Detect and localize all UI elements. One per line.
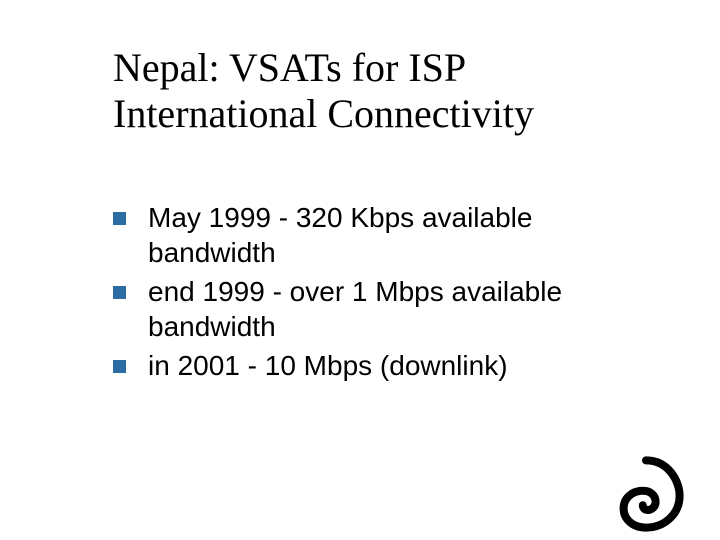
- bullet-text: May 1999 - 320 Kbps available bandwidth: [148, 200, 643, 270]
- logo-spiral-path: [624, 460, 680, 527]
- logo-icon: [606, 454, 686, 534]
- bullet-text: end 1999 - over 1 Mbps available bandwid…: [148, 274, 643, 344]
- list-item: end 1999 - over 1 Mbps available bandwid…: [113, 274, 643, 344]
- list-item: in 2001 - 10 Mbps (downlink): [113, 348, 643, 383]
- title-line-1: Nepal: VSATs for ISP: [113, 45, 466, 90]
- bullet-marker-icon: [113, 360, 126, 373]
- bullet-list: May 1999 - 320 Kbps available bandwidth …: [113, 200, 643, 387]
- bullet-marker-icon: [113, 212, 126, 225]
- title-line-2: International Connectivity: [113, 91, 534, 136]
- bullet-text: in 2001 - 10 Mbps (downlink): [148, 348, 508, 383]
- list-item: May 1999 - 320 Kbps available bandwidth: [113, 200, 643, 270]
- bullet-marker-icon: [113, 286, 126, 299]
- slide: Nepal: VSATs for ISP International Conne…: [0, 0, 720, 540]
- slide-title: Nepal: VSATs for ISP International Conne…: [113, 45, 534, 137]
